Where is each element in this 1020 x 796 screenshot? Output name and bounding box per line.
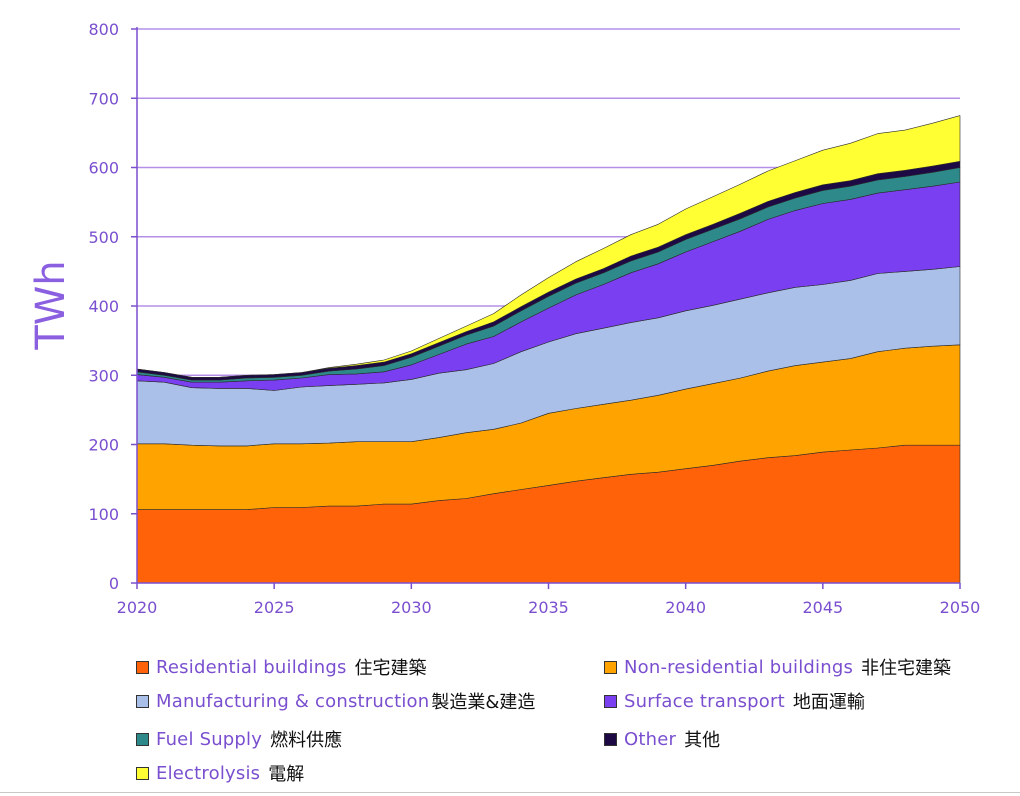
series-areas	[136, 115, 961, 584]
legend-label-en: Fuel Supply	[156, 728, 263, 750]
legend-swatch-non-residential	[604, 660, 617, 674]
y-axis-label: TWh	[28, 260, 74, 350]
legend-label-zh: 其他	[684, 730, 721, 751]
legend-swatch-other	[604, 732, 617, 746]
x-tick-labels: 2020 2025 2030 2035 2040 2045 2050	[117, 598, 981, 617]
y-tick-label: 600	[88, 159, 119, 178]
legend-item-manufacturing: Manufacturing & construction 製造業&建造	[136, 688, 535, 714]
legend-swatch-fuel-supply	[136, 732, 149, 746]
legend-label-en: Surface transport	[624, 690, 785, 712]
legend-label-zh: 非住宅建築	[861, 658, 952, 679]
legend-swatch-residential	[136, 660, 149, 674]
legend-label-zh: 電解	[268, 764, 305, 785]
y-tick-label: 800	[88, 20, 119, 39]
legend-swatch-electrolysis	[136, 766, 149, 780]
legend-label-en: Electrolysis	[156, 762, 261, 784]
x-tick-label: 2025	[254, 598, 295, 617]
y-tick-label: 300	[88, 366, 119, 385]
bottom-divider	[0, 792, 1020, 793]
y-tick-labels: 0 100 200 300 400 500 600 700 800	[88, 20, 119, 593]
legend-item-fuel-supply: Fuel Supply 燃料供應	[136, 726, 342, 752]
y-tick-label: 0	[109, 574, 119, 593]
axes	[131, 27, 961, 589]
legend-swatch-manufacturing	[136, 694, 149, 708]
y-tick-label: 200	[88, 436, 119, 455]
y-tick-label: 700	[88, 89, 119, 108]
x-tick-label: 2030	[391, 598, 432, 617]
x-tick-label: 2035	[528, 598, 569, 617]
legend-label-en: Manufacturing & construction	[156, 690, 430, 712]
x-tick-label: 2045	[802, 598, 843, 617]
legend-label-en: Other	[624, 728, 677, 750]
y-tick-label: 500	[88, 228, 119, 247]
legend-label-zh: 製造業&建造	[431, 692, 536, 713]
x-tick-label: 2020	[117, 598, 158, 617]
legend-label-zh: 燃料供應	[270, 730, 343, 751]
area-electrolysis	[136, 115, 961, 378]
legend-item-surface-transport: Surface transport 地面運輸	[604, 688, 865, 714]
legend-item-electrolysis: Electrolysis 電解	[136, 760, 304, 786]
legend-label-zh: 地面運輸	[792, 692, 865, 713]
legend-item-other: Other 其他	[604, 726, 720, 752]
legend: Residential buildings 住宅建築 Non-residenti…	[0, 648, 1020, 788]
legend-item-residential: Residential buildings 住宅建築	[136, 654, 427, 680]
x-tick-label: 2050	[940, 598, 981, 617]
legend-label-en: Non-residential buildings	[624, 656, 854, 678]
x-tick-label: 2040	[665, 598, 706, 617]
legend-label-en: Residential buildings	[156, 656, 347, 678]
legend-item-non-residential: Non-residential buildings 非住宅建築	[604, 654, 951, 680]
y-tick-label: 400	[88, 297, 119, 316]
legend-swatch-surface-transport	[604, 694, 617, 708]
y-tick-label: 100	[88, 505, 119, 524]
legend-label-zh: 住宅建築	[354, 658, 427, 679]
